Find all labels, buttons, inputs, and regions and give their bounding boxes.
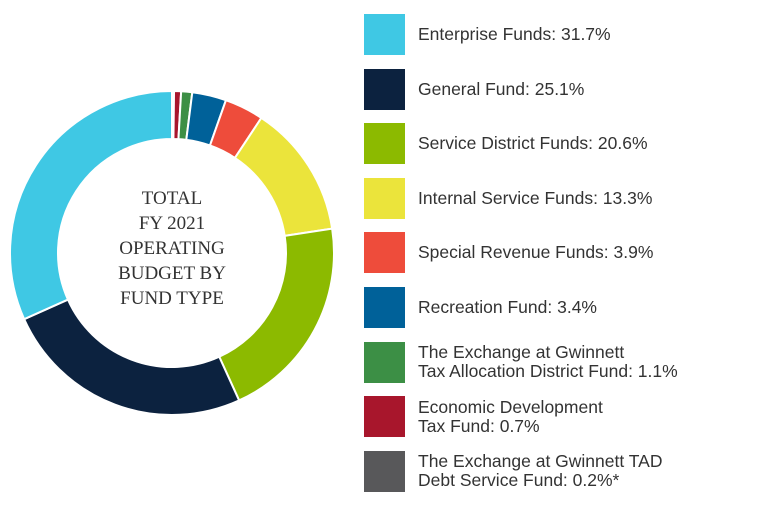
legend-swatch bbox=[364, 177, 405, 219]
legend-label: The Exchange at Gwinnett Tax Allocation … bbox=[418, 342, 678, 382]
legend-label: Enterprise Funds: 31.7% bbox=[418, 24, 611, 44]
legend-swatch bbox=[364, 232, 405, 274]
legend-label: Special Revenue Funds: 3.9% bbox=[418, 242, 654, 263]
legend-item: The Exchange at Gwinnett Tax Allocation … bbox=[364, 341, 678, 383]
legend-item: Service District Funds: 20.6% bbox=[364, 123, 648, 165]
legend-label: General Fund: 25.1% bbox=[418, 78, 585, 99]
legend-item: General Fund: 25.1% bbox=[364, 68, 585, 110]
donut-slice bbox=[9, 89, 173, 321]
legend-swatch bbox=[364, 341, 405, 383]
legend-item: Internal Service Funds: 13.3% bbox=[364, 177, 653, 219]
legend-label: Recreation Fund: 3.4% bbox=[418, 297, 597, 317]
legend-item: Enterprise Funds: 31.7% bbox=[364, 14, 611, 55]
legend-swatch bbox=[364, 14, 405, 55]
legend-item: Special Revenue Funds: 3.9% bbox=[364, 232, 654, 274]
legend-swatch bbox=[364, 450, 405, 492]
chart-title: TOTAL FY 2021 OPERATING BUDGET BY FUND T… bbox=[118, 188, 226, 309]
legend-swatch bbox=[364, 123, 405, 165]
donut-slice bbox=[22, 298, 241, 416]
legend-swatch bbox=[364, 396, 405, 438]
legend-swatch bbox=[364, 287, 405, 328]
legend-label: Internal Service Funds: 13.3% bbox=[418, 187, 653, 208]
legend-item: The Exchange at Gwinnett TAD Debt Servic… bbox=[364, 450, 663, 492]
legend-item: Recreation Fund: 3.4% bbox=[364, 287, 597, 328]
legend-swatch bbox=[364, 68, 405, 110]
legend-label: Service District Funds: 20.6% bbox=[418, 133, 648, 154]
legend-item: Economic Development Tax Fund: 0.7% bbox=[364, 396, 603, 438]
legend-label: Economic Development Tax Fund: 0.7% bbox=[418, 396, 603, 436]
legend-label: The Exchange at Gwinnett TAD Debt Servic… bbox=[418, 451, 663, 491]
